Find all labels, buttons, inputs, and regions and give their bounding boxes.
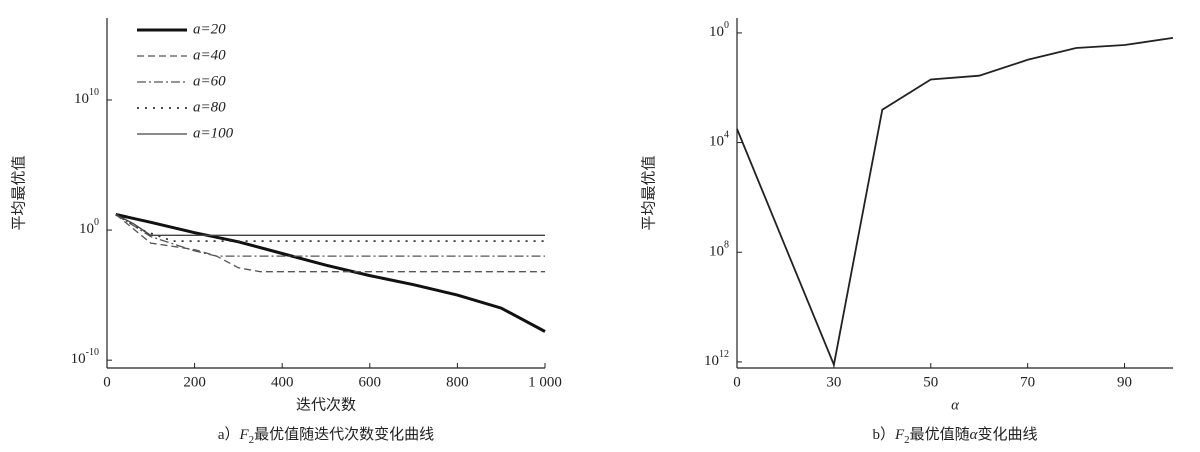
y-tick-label: 1012 bbox=[704, 349, 729, 369]
caption-part: 变化曲线 bbox=[978, 426, 1038, 443]
x-tick-label: 200 bbox=[183, 374, 206, 390]
x-tick-label: 0 bbox=[103, 374, 111, 390]
series-line bbox=[115, 213, 545, 242]
caption-part: 2 bbox=[904, 434, 910, 446]
tick-base: 10 bbox=[71, 352, 86, 368]
y-axis-label: 平均最优值 bbox=[640, 155, 657, 230]
series-line bbox=[115, 213, 545, 257]
x-axis-label: 迭代次数 bbox=[296, 396, 356, 413]
caption-part: F bbox=[894, 427, 905, 443]
caption: a）F2最优值随迭代次数变化曲线 bbox=[218, 426, 434, 445]
tick-exponent: 0 bbox=[724, 20, 729, 31]
caption-part: F bbox=[238, 427, 249, 443]
x-axis-label: α bbox=[951, 397, 960, 413]
x-tick-label: 0 bbox=[733, 374, 741, 390]
caption: b）F2最优值随α变化曲线 bbox=[872, 426, 1037, 445]
y-tick-label: 100 bbox=[79, 217, 99, 237]
series-line bbox=[736, 37, 1174, 368]
caption-part: 2 bbox=[249, 434, 255, 446]
x-tick-label: 1 000 bbox=[528, 374, 562, 390]
caption-part: b） bbox=[872, 426, 895, 443]
legend-label: a=80 bbox=[193, 99, 226, 115]
x-tick-label: 30 bbox=[826, 374, 841, 390]
legend-label: a=40 bbox=[193, 47, 226, 63]
tick-base: 10 bbox=[704, 353, 719, 369]
legend-label: a=20 bbox=[193, 21, 226, 37]
series-line bbox=[115, 213, 545, 236]
x-tick-label: 600 bbox=[359, 374, 382, 390]
tick-exponent: -10 bbox=[86, 347, 99, 358]
y-tick-label: 1010 bbox=[74, 87, 99, 107]
x-tick-label: 70 bbox=[1020, 374, 1035, 390]
caption-part: 最优值随迭代次数变化曲线 bbox=[254, 426, 434, 443]
y-tick-label: 100 bbox=[709, 20, 729, 40]
tick-exponent: 4 bbox=[724, 130, 729, 141]
x-tick-label: 50 bbox=[923, 374, 938, 390]
tick-base: 10 bbox=[709, 24, 724, 40]
tick-base: 10 bbox=[79, 222, 94, 238]
legend-label: a=100 bbox=[193, 125, 234, 141]
x-tick-label: 400 bbox=[271, 374, 294, 390]
tick-exponent: 12 bbox=[719, 349, 729, 360]
caption-part: 最优值随 bbox=[910, 426, 970, 443]
y-axis-label: 平均最优值 bbox=[10, 155, 27, 230]
tick-base: 10 bbox=[74, 91, 89, 107]
caption-part: a） bbox=[218, 426, 240, 443]
tick-base: 10 bbox=[709, 244, 724, 260]
y-tick-label: 108 bbox=[709, 240, 729, 260]
tick-exponent: 0 bbox=[94, 217, 99, 228]
tick-exponent: 8 bbox=[724, 240, 729, 251]
tick-base: 10 bbox=[709, 134, 724, 150]
series-line bbox=[115, 213, 545, 273]
tick-exponent: 10 bbox=[89, 87, 99, 98]
legend-label: a=60 bbox=[193, 73, 226, 89]
x-tick-label: 800 bbox=[446, 374, 469, 390]
x-tick-label: 90 bbox=[1117, 374, 1132, 390]
y-tick-label: 104 bbox=[709, 130, 729, 150]
caption-part: α bbox=[970, 427, 979, 443]
y-tick-label: 10-10 bbox=[71, 347, 99, 367]
series-line bbox=[115, 213, 546, 333]
